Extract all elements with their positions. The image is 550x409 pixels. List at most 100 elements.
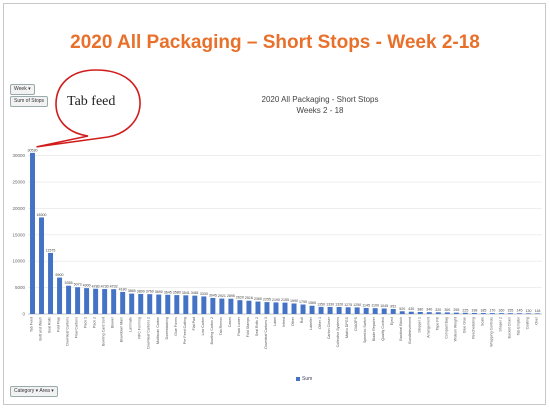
bar — [246, 300, 252, 314]
x-tick-label: Tab Feed — [30, 317, 34, 332]
x-tick-label: Label — [273, 317, 277, 326]
x-tick-label: Scale — [480, 317, 484, 326]
bar — [363, 307, 369, 314]
bar — [498, 313, 504, 314]
x-tick-label: Matrix DPGS — [345, 316, 349, 338]
bar-data-label: 1275 — [344, 303, 352, 307]
slide-title: 2020 All Packaging – Short Stops - Week … — [70, 32, 480, 53]
bar-data-label: 30530 — [28, 148, 38, 152]
bar-data-label: 3580 — [173, 291, 181, 295]
x-tick-label: Fold Flap — [57, 317, 61, 332]
bar — [453, 312, 459, 314]
x-tick-label: DIAOPS — [354, 316, 358, 330]
bar-data-label: 3541 — [182, 291, 190, 295]
x-tick-label: Collective Systems — [336, 317, 340, 348]
bar — [165, 294, 171, 314]
bar — [471, 312, 477, 314]
bar — [39, 217, 45, 314]
bar-data-label: 3865 — [128, 289, 136, 293]
bar-data-label: 380 — [417, 307, 423, 311]
x-tick-label: Bott and Wash — [39, 317, 43, 340]
bar — [147, 294, 153, 314]
x-tick-label: Bowling Card Sort — [102, 317, 106, 346]
x-tick-label: Tab Emptor — [516, 316, 520, 335]
bar-data-label: 1250 — [353, 303, 361, 307]
bar — [57, 277, 63, 314]
bar-data-label: 430 — [408, 307, 414, 311]
filter-sum-label: Sum of Stops — [14, 98, 45, 104]
x-tick-label: Shaper 2 — [498, 317, 502, 332]
filter-category-button[interactable]: Category ▾ Area ▾ — [10, 386, 58, 397]
bar-data-label: 1330 — [326, 302, 334, 306]
legend-label: Sum — [302, 376, 313, 382]
x-tick-label: Seal Rolls — [48, 317, 52, 333]
bar — [30, 152, 35, 314]
callout-bubble — [36, 69, 141, 148]
x-tick-label: Other 1 — [318, 317, 322, 329]
filter-category-label: Category — [14, 388, 35, 394]
bar — [381, 308, 387, 314]
bar-data-label: 340 — [426, 308, 432, 312]
bar — [201, 296, 207, 314]
bar-data-label: 198 — [471, 308, 477, 312]
x-tick-label: Pack 2 — [93, 317, 97, 328]
chart-title: 2020 All Packaging - Short Stops — [261, 95, 379, 104]
bar-data-label: 185 — [480, 309, 486, 313]
filter-area-label: Area — [39, 388, 50, 394]
x-tick-label: Flow Cartons — [75, 317, 79, 338]
filter-sum-button[interactable]: Sum of Stops — [10, 96, 49, 107]
y-tick-label: 20000 — [12, 206, 25, 211]
bar-data-label: 170 — [489, 309, 495, 313]
x-tick-label: Infeed — [282, 317, 286, 327]
bar — [102, 289, 108, 314]
x-tick-label: Bowling Carton 2 — [210, 317, 214, 344]
x-tick-label: Tab Remov — [219, 317, 223, 335]
bar-data-label: 2620 — [236, 296, 244, 300]
slide-frame — [3, 3, 546, 405]
bar-data-label: 4780 — [92, 284, 100, 288]
y-tick-label: 25000 — [12, 180, 25, 185]
y-tick-label: 30000 — [12, 153, 25, 158]
x-tick-label: Multiscan Carton — [156, 317, 160, 344]
bar-data-label: 6900 — [56, 273, 64, 277]
bar — [354, 307, 360, 314]
bar — [435, 312, 441, 314]
bar — [390, 308, 396, 314]
x-tick-label: Tape Fill — [435, 317, 439, 331]
bar-data-label: 4730 — [101, 285, 109, 289]
bar — [372, 308, 378, 314]
x-tick-label: Downstacking — [165, 317, 169, 339]
bar-data-label: 3330 — [200, 292, 208, 296]
callout-label: Tab feed — [67, 94, 116, 109]
bar-data-label: 4702 — [110, 285, 118, 289]
bar-data-label: 225 — [462, 308, 468, 312]
bar — [336, 307, 342, 314]
bar-data-label: 2516 — [245, 296, 253, 300]
bar — [84, 288, 90, 314]
x-tick-label: Carton Closer — [327, 316, 331, 339]
bar — [426, 312, 432, 314]
x-tick-label: Eject — [390, 317, 394, 325]
bar-data-label: 1326 — [335, 303, 343, 307]
bar — [444, 312, 450, 314]
bar-data-label: 1990 — [290, 299, 298, 303]
bar — [75, 287, 81, 314]
x-tick-label: Fold Stamps — [246, 317, 250, 337]
bar-data-label: 5073 — [74, 283, 82, 287]
bar-data-label: 1045 — [380, 304, 388, 308]
bar-data-label: 520 — [399, 307, 405, 311]
x-tick-label: Over — [534, 316, 538, 325]
x-tick-label: Roll — [300, 317, 304, 323]
bar — [120, 291, 126, 314]
filter-week-button[interactable]: Week ▾ — [10, 84, 35, 95]
y-tick-label: 5000 — [15, 285, 26, 290]
legend-swatch — [296, 376, 300, 381]
bar — [228, 298, 234, 314]
bar — [210, 297, 216, 314]
bar-data-label: 145 — [516, 309, 522, 313]
x-tick-label: Speed to Switch — [363, 317, 367, 343]
bar-data-label: 5355 — [65, 281, 73, 285]
bar-data-label: 18300 — [37, 213, 47, 217]
bar — [192, 295, 198, 314]
